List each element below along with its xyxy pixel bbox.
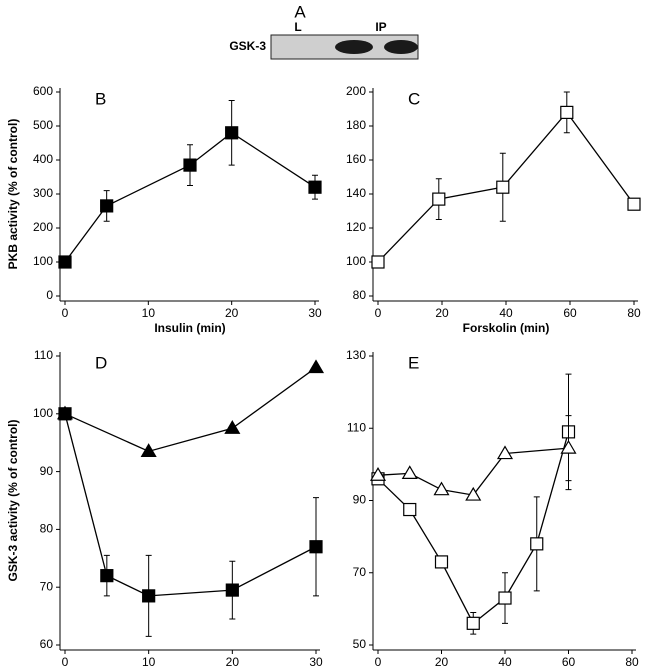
- y-tick-label: 110: [347, 420, 366, 434]
- y-tick-label: 600: [33, 84, 53, 98]
- marker: [140, 443, 157, 457]
- y-tick-label: 500: [33, 118, 53, 132]
- x-tick-label: 0: [375, 306, 382, 320]
- y-tick-label: 90: [40, 464, 54, 478]
- y-tick-label: 160: [346, 152, 366, 166]
- y-tick-label: 90: [353, 493, 367, 507]
- marker: [627, 197, 641, 211]
- series-line: [377, 447, 569, 496]
- y-tick-label: 0: [46, 288, 53, 302]
- marker: [560, 105, 574, 120]
- marker: [224, 420, 241, 434]
- x-tick-label: 10: [142, 306, 156, 320]
- marker: [142, 589, 156, 603]
- y-tick-label: 80: [353, 288, 367, 302]
- y-tick-label: 80: [40, 522, 54, 536]
- marker: [308, 180, 322, 194]
- y-tick-label: 300: [33, 186, 53, 200]
- y-tick-label: 100: [33, 254, 53, 268]
- marker: [401, 465, 418, 480]
- marker: [371, 255, 385, 269]
- panel-label: B: [95, 89, 106, 108]
- lane-label: L: [294, 20, 301, 34]
- x-tick-label: 80: [625, 655, 639, 668]
- x-tick-label: 20: [435, 306, 449, 320]
- y-tick-label: 180: [346, 118, 366, 132]
- marker: [225, 126, 239, 140]
- x-tick-label: 10: [142, 655, 156, 668]
- x-tick-label: 20: [226, 655, 240, 668]
- y-tick-label: 130: [346, 348, 366, 362]
- marker: [56, 405, 74, 420]
- marker: [432, 192, 446, 206]
- marker: [100, 199, 114, 213]
- row-label: GSK-3: [229, 39, 266, 53]
- x-axis-label: Forskolin (min): [463, 321, 550, 335]
- marker: [530, 537, 544, 551]
- marker: [369, 467, 387, 481]
- marker: [496, 180, 510, 194]
- x-tick-label: 40: [498, 655, 512, 668]
- x-tick-label: 0: [62, 306, 69, 320]
- marker: [58, 255, 72, 269]
- panel-label: E: [408, 353, 419, 372]
- y-tick-label: 70: [353, 565, 367, 579]
- x-tick-label: 0: [62, 655, 69, 668]
- y-tick-label: 200: [346, 84, 366, 98]
- panel-label: D: [95, 353, 107, 372]
- y-tick-label: 100: [346, 254, 366, 268]
- marker: [466, 616, 480, 630]
- y-tick-label: 60: [40, 637, 54, 651]
- x-tick-label: 80: [627, 306, 641, 320]
- marker: [498, 591, 512, 605]
- marker: [403, 502, 417, 517]
- x-axis-label: Insulin (min): [154, 321, 225, 335]
- y-axis-label: PKB activity (% of control): [6, 119, 20, 270]
- y-tick-label: 50: [353, 637, 367, 651]
- x-tick-label: 60: [562, 655, 576, 668]
- panel-label: A: [294, 2, 306, 21]
- y-tick-label: 140: [346, 186, 366, 200]
- y-tick-label: 100: [33, 406, 53, 420]
- y-axis-label: GSK-3 activity (% of control): [6, 419, 20, 581]
- marker: [465, 486, 482, 501]
- x-tick-label: 20: [435, 655, 449, 668]
- x-tick-label: 20: [225, 306, 239, 320]
- marker: [307, 359, 325, 374]
- series-line: [64, 367, 317, 453]
- marker: [100, 569, 114, 583]
- x-tick-label: 30: [308, 306, 322, 320]
- marker: [225, 583, 239, 597]
- marker: [309, 540, 323, 554]
- x-tick-label: 40: [499, 306, 513, 320]
- x-tick-label: 30: [309, 655, 323, 668]
- y-tick-label: 400: [33, 152, 53, 166]
- x-tick-label: 0: [375, 655, 382, 668]
- marker: [496, 445, 514, 460]
- marker: [560, 439, 577, 454]
- marker: [434, 555, 449, 569]
- lane-label: IP: [375, 20, 386, 34]
- marker: [183, 158, 197, 172]
- y-tick-label: 110: [34, 348, 53, 362]
- y-tick-label: 200: [33, 220, 53, 234]
- x-tick-label: 60: [563, 306, 577, 320]
- blot-band: [335, 40, 373, 54]
- series-line: [377, 431, 570, 625]
- panel-label: C: [408, 89, 420, 108]
- marker: [433, 481, 450, 496]
- blot-band: [384, 40, 418, 54]
- y-tick-label: 120: [346, 220, 366, 234]
- series-line: [64, 413, 317, 597]
- y-tick-label: 70: [40, 579, 54, 593]
